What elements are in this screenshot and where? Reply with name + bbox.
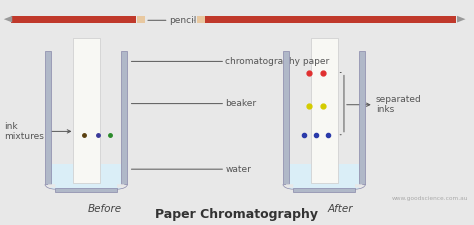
Text: www.goodscience.com.au: www.goodscience.com.au [392, 196, 468, 201]
Wedge shape [48, 184, 55, 188]
Bar [55, 188, 117, 192]
Text: chromatography paper: chromatography paper [225, 57, 329, 66]
Polygon shape [457, 16, 465, 22]
Bar [293, 188, 355, 192]
Bar [51, 164, 121, 189]
Wedge shape [355, 184, 362, 188]
Text: Before: Before [88, 204, 122, 214]
Bar [204, 16, 456, 22]
Bar [121, 51, 128, 184]
Bar [137, 16, 145, 22]
Text: Paper Chromatography: Paper Chromatography [155, 208, 319, 221]
Text: separated
inks: separated inks [376, 95, 422, 115]
Wedge shape [286, 184, 293, 188]
Text: After: After [328, 204, 354, 214]
Bar [359, 51, 365, 184]
Wedge shape [117, 184, 124, 188]
Bar [11, 16, 136, 22]
Text: pencil: pencil [169, 16, 196, 25]
Bar [283, 51, 289, 184]
Bar [73, 38, 100, 183]
Bar [289, 164, 359, 189]
Text: water: water [225, 165, 251, 174]
Text: beaker: beaker [225, 99, 256, 108]
Bar [310, 38, 338, 183]
Bar [197, 16, 205, 22]
Polygon shape [4, 16, 12, 22]
Text: ink
mixtures: ink mixtures [4, 122, 44, 141]
Bar [45, 51, 51, 184]
